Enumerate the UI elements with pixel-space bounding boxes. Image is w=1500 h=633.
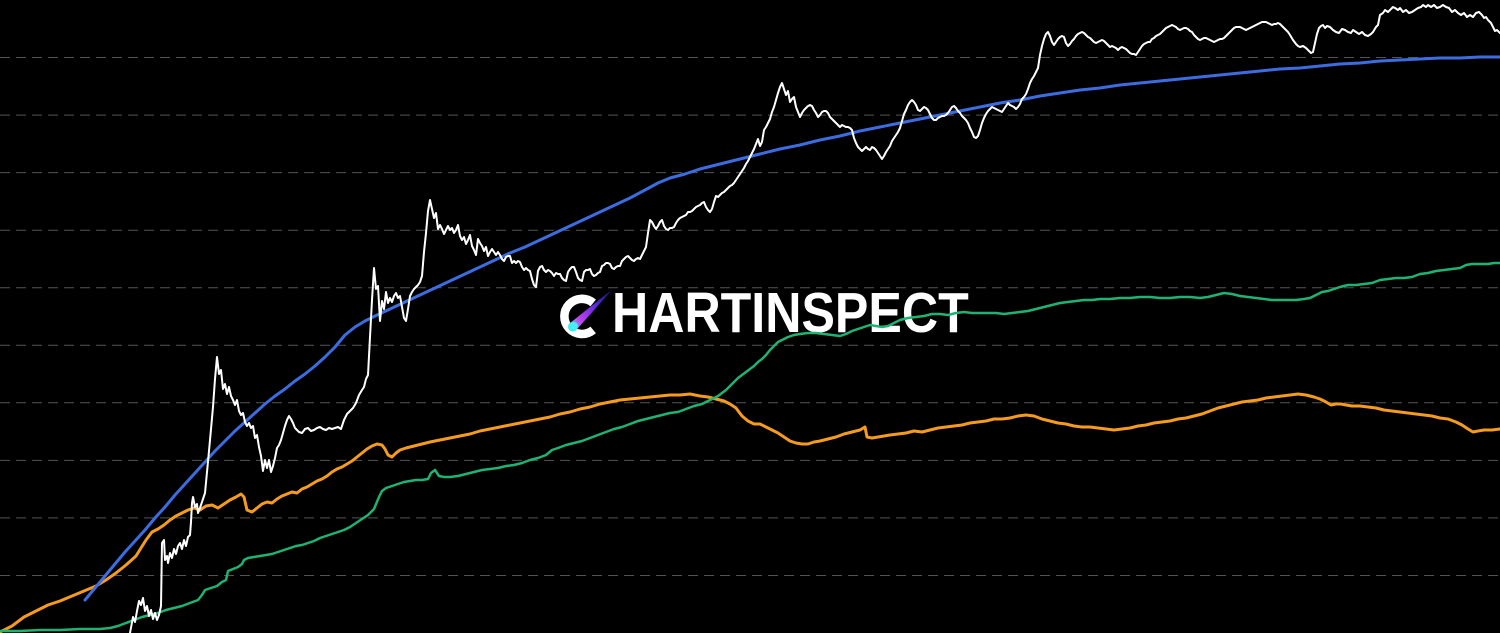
white-price-line	[129, 4, 1500, 633]
orange-line	[0, 392, 1500, 633]
blue-trend-line	[83, 55, 1500, 602]
green-line	[0, 261, 1500, 633]
